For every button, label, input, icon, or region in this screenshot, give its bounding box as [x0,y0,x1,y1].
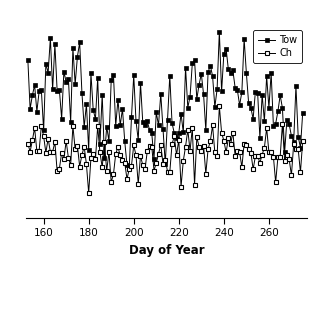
Tow [253,90,257,93]
Ch [58,167,61,171]
Ch [217,104,221,108]
Tow [26,58,30,62]
Ch [148,144,151,148]
Ch [253,154,257,158]
Tow [105,125,108,129]
Ch [87,191,91,195]
Ch [107,150,111,154]
Ch [42,134,45,138]
Line: Tow: Tow [26,29,305,170]
Tow [58,88,61,92]
Tow [127,166,131,170]
Tow [42,128,45,132]
X-axis label: Day of Year: Day of Year [129,244,204,257]
Legend: Tow, Ch: Tow, Ch [253,30,302,63]
Line: Ch: Ch [26,104,305,195]
Ch [26,142,30,146]
Tow [53,42,57,46]
Ch [301,139,305,143]
Tow [148,128,151,132]
Ch [53,140,57,144]
Tow [217,30,221,34]
Tow [301,111,305,115]
